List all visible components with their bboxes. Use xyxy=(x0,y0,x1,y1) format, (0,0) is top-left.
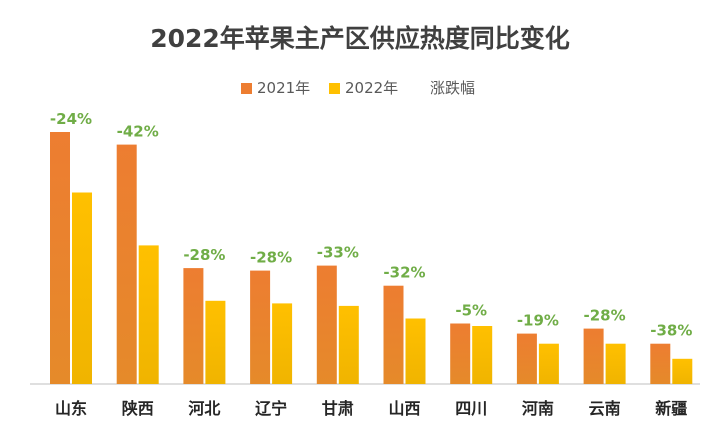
bar-2021-8 xyxy=(583,328,604,384)
bar-2021-0 xyxy=(50,132,70,384)
change-label-6: -5% xyxy=(455,302,487,320)
category-label-7: 河南 xyxy=(522,399,554,418)
bars-group xyxy=(50,132,693,384)
legend-label-2022: 2022年 xyxy=(345,79,398,97)
bar-2022-0 xyxy=(72,192,92,384)
bar-2021-9 xyxy=(650,343,671,384)
legend: 2021年 2022年 涨跌幅 xyxy=(241,79,475,97)
change-label-0: -24% xyxy=(50,110,92,128)
category-label-5: 山西 xyxy=(388,399,420,418)
change-label-9: -38% xyxy=(650,322,692,340)
bar-2021-3 xyxy=(250,270,271,384)
bar-2021-4 xyxy=(316,265,337,384)
bar-2022-7 xyxy=(538,343,559,384)
bar-2022-9 xyxy=(672,358,693,384)
change-label-8: -28% xyxy=(584,307,626,325)
bar-2021-1 xyxy=(116,144,137,384)
bar-2022-1 xyxy=(138,245,159,384)
legend-label-change: 涨跌幅 xyxy=(430,79,475,97)
bar-2022-4 xyxy=(338,305,359,384)
bar-2022-3 xyxy=(272,303,293,384)
category-label-2: 河北 xyxy=(188,399,220,418)
legend-swatch-2022 xyxy=(329,83,340,94)
category-labels-group: 山东 陕西 河北 辽宁 甘肃 山西 四川 河南 云南 新疆 xyxy=(55,399,687,418)
legend-label-2021: 2021年 xyxy=(257,79,310,97)
bar-2021-5 xyxy=(383,285,404,384)
category-label-1: 陕西 xyxy=(122,399,154,418)
change-label-1: -42% xyxy=(117,123,159,141)
category-label-3: 辽宁 xyxy=(255,399,287,418)
bar-2021-7 xyxy=(516,333,537,384)
change-labels-group: -24% -42% -28% -28% -33% -32% -5% -19% -28% -38% xyxy=(50,110,692,340)
category-label-6: 四川 xyxy=(455,399,487,418)
change-label-5: -32% xyxy=(383,264,425,282)
bar-2022-8 xyxy=(605,343,626,384)
bar-2021-6 xyxy=(450,323,471,384)
change-label-4: -33% xyxy=(317,244,359,262)
change-label-3: -28% xyxy=(250,249,292,267)
category-label-8: 云南 xyxy=(589,399,621,418)
chart-title: 2022年苹果主产区供应热度同比变化 xyxy=(150,24,570,53)
category-label-9: 新疆 xyxy=(655,399,687,418)
bar-2022-6 xyxy=(472,326,493,384)
bar-2021-2 xyxy=(183,268,204,384)
category-label-0: 山东 xyxy=(55,399,87,418)
category-label-4: 甘肃 xyxy=(322,399,354,418)
bar-2022-5 xyxy=(405,318,426,384)
change-label-2: -28% xyxy=(183,246,225,264)
legend-swatch-2021 xyxy=(241,83,252,94)
bar-2022-2 xyxy=(205,300,226,384)
change-label-7: -19% xyxy=(517,312,559,330)
